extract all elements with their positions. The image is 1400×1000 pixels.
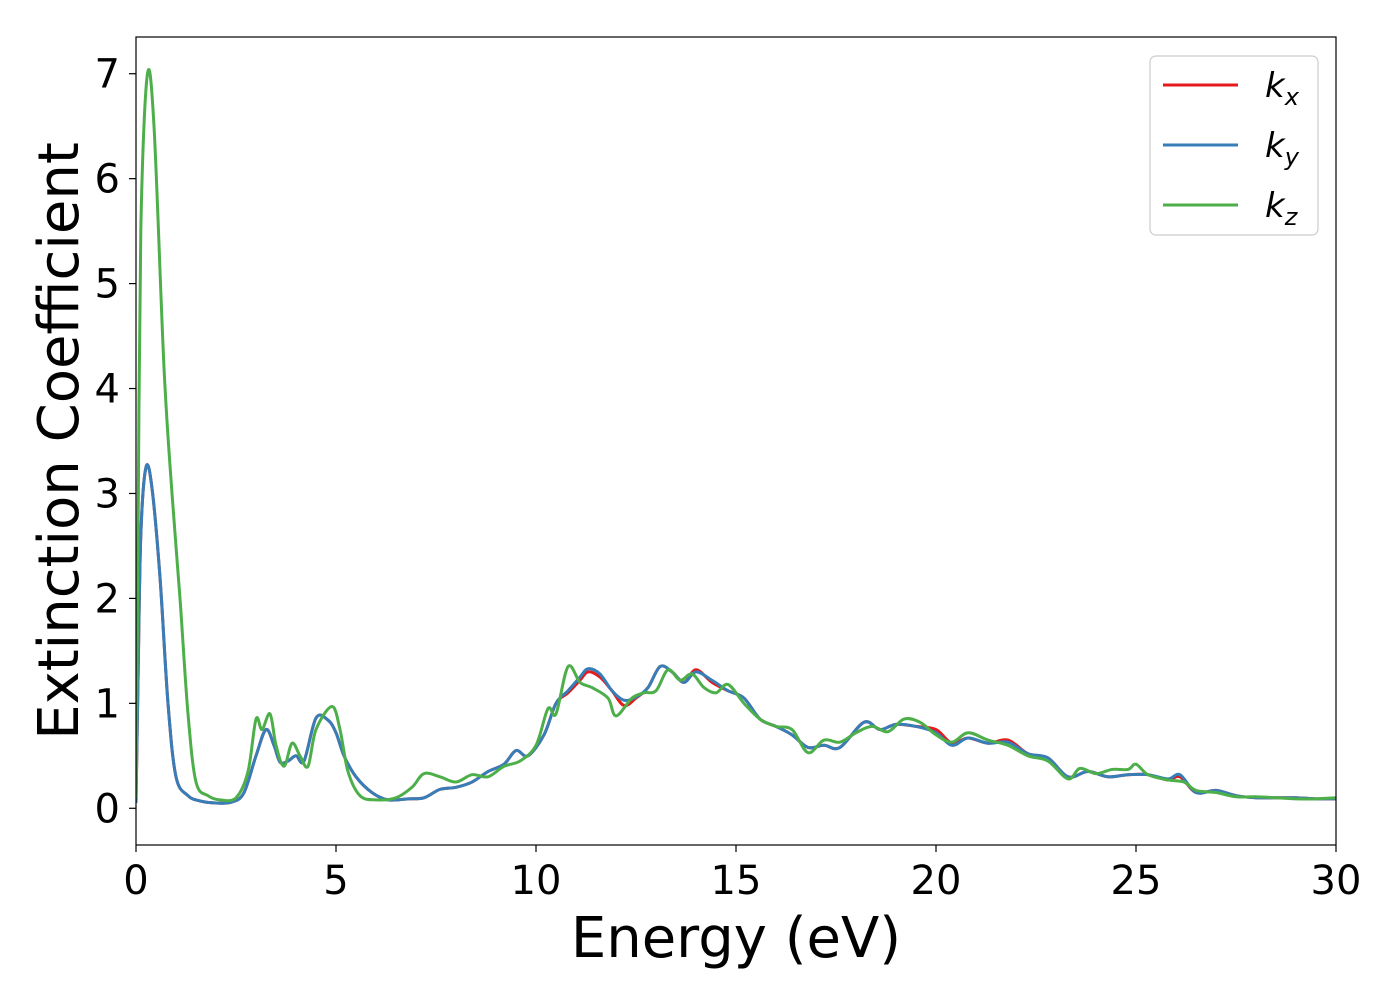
series-line-y [136,463,1336,805]
y-tick-label: 5 [95,262,120,308]
x-tick-label: 30 [1311,858,1362,904]
y-axis: 0 1 2 3 4 5 6 7 [95,52,136,832]
legend: kx ky kz [1149,55,1319,236]
x-tick-label: 15 [711,858,762,904]
y-tick-label: 3 [95,471,120,517]
x-axis: 0 5 10 15 20 25 30 [123,845,1361,904]
y-tick-label: 1 [95,681,120,727]
y-tick-label: 0 [95,786,120,832]
y-tick-label: 4 [95,367,120,413]
series-line-z [136,68,1336,803]
y-tick-label: 2 [95,576,120,622]
series-line-x [136,463,1336,805]
x-tick-label: 25 [1111,858,1162,904]
y-tick-label: 7 [95,52,120,98]
x-tick-label: 20 [911,858,962,904]
x-tick-label: 0 [123,858,148,904]
legend-label-x: kx [1265,66,1300,111]
y-tick-label: 6 [95,157,120,203]
x-tick-label: 5 [323,858,348,904]
y-axis-title: Extinction Coefficient [27,142,92,740]
x-tick-label: 10 [511,858,562,904]
legend-label-z: kz [1265,186,1299,231]
legend-label-y: ky [1265,126,1300,171]
x-axis-title: Energy (eV) [571,906,901,971]
plot-lines [136,68,1336,805]
